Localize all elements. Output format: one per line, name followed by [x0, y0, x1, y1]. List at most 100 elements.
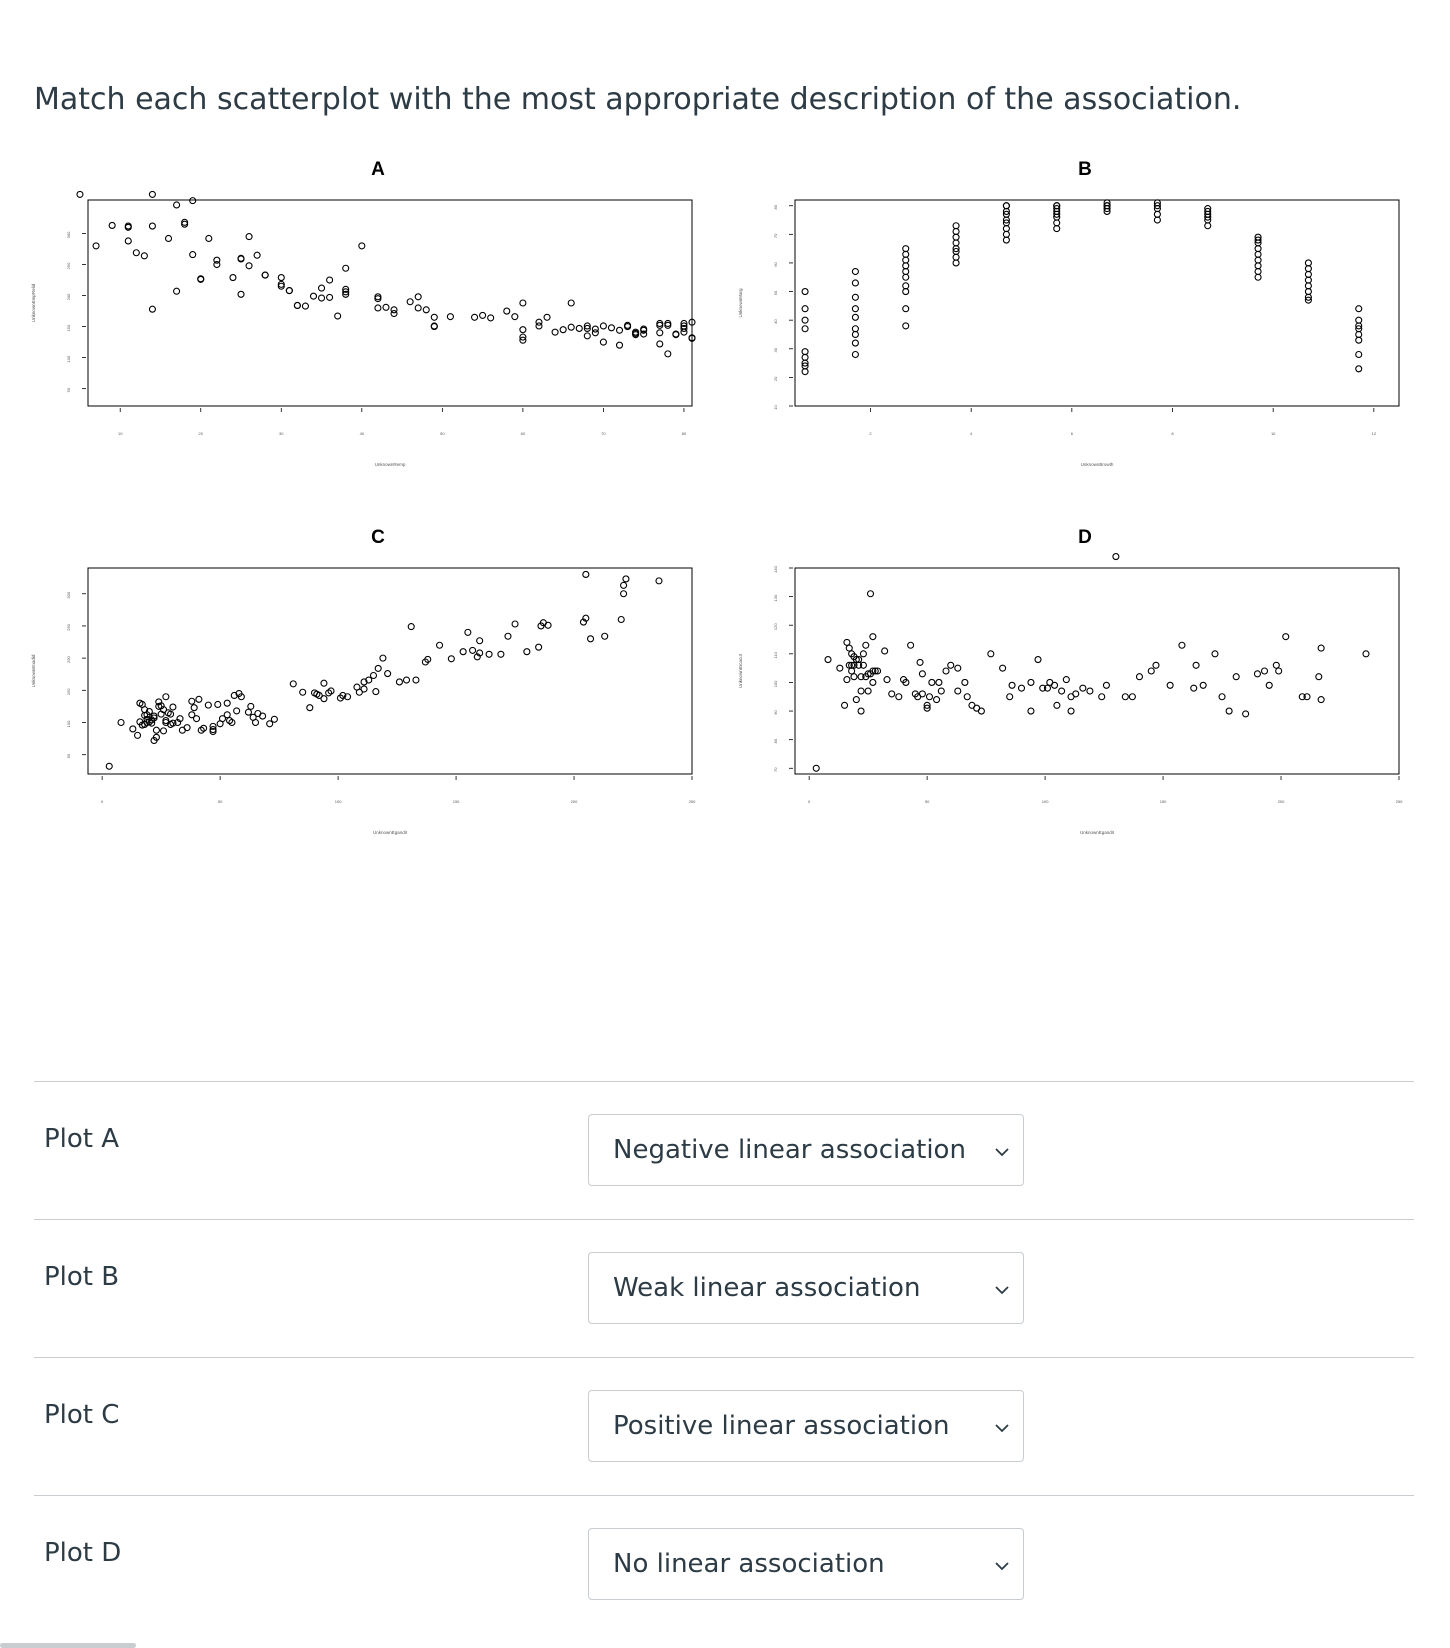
- data-point: [1211, 650, 1219, 658]
- data-point: [869, 678, 877, 686]
- data-point: [881, 647, 889, 655]
- data-point: [952, 253, 960, 261]
- data-point: [583, 324, 591, 332]
- x-tick-label: 20: [199, 431, 204, 436]
- data-point: [430, 313, 438, 321]
- y-tick-label: 20: [773, 376, 778, 381]
- data-point: [1039, 684, 1047, 692]
- association-select[interactable]: Positive linear association: [588, 1390, 1024, 1462]
- data-point: [902, 267, 910, 276]
- data-point: [1053, 202, 1061, 210]
- data-point: [655, 577, 663, 585]
- y-tick-label: 60: [773, 261, 778, 266]
- data-point: [197, 275, 205, 283]
- data-point: [1304, 259, 1312, 267]
- data-point: [1153, 199, 1161, 207]
- data-point: [888, 690, 896, 698]
- data-point: [1317, 644, 1325, 652]
- association-select[interactable]: Negative linear association: [588, 1114, 1024, 1186]
- x-tick-label: 0: [808, 799, 811, 804]
- data-point: [902, 288, 910, 296]
- data-point: [874, 667, 882, 675]
- data-point: [266, 720, 274, 728]
- data-point: [1304, 265, 1312, 273]
- data-point: [1067, 707, 1075, 715]
- data-point: [933, 696, 941, 704]
- data-point: [1265, 681, 1273, 689]
- data-point: [152, 726, 160, 734]
- data-point: [152, 733, 160, 741]
- data-point: [902, 282, 910, 290]
- data-point: [519, 299, 527, 307]
- data-point: [923, 704, 931, 712]
- data-point: [447, 655, 455, 663]
- data-point: [902, 245, 910, 253]
- data-point: [108, 221, 116, 229]
- x-tick-label: 200: [571, 799, 578, 804]
- data-point: [342, 285, 350, 293]
- match-row-plot-c: Plot C Positive linear association: [34, 1357, 1414, 1495]
- x-tick-label: 250: [1396, 799, 1403, 804]
- association-select[interactable]: No linear association: [588, 1528, 1024, 1600]
- data-point: [464, 628, 472, 636]
- data-point: [309, 292, 318, 300]
- data-point: [1304, 276, 1312, 284]
- data-point: [76, 190, 84, 198]
- data-point: [1043, 684, 1052, 692]
- y-tick-label: 40: [773, 319, 778, 324]
- data-point: [148, 190, 156, 198]
- row-label: Plot C: [44, 1400, 120, 1430]
- data-point: [1199, 681, 1207, 689]
- y-tick-label: 130: [773, 594, 778, 601]
- data-point: [1135, 673, 1144, 681]
- data-point: [848, 667, 856, 675]
- data-point: [124, 237, 132, 245]
- x-tick-label: 100: [1042, 799, 1049, 804]
- x-tick-label: 12: [1372, 431, 1377, 436]
- data-point: [213, 260, 221, 269]
- data-point: [1053, 701, 1061, 709]
- data-point: [871, 667, 879, 675]
- data-point: [407, 623, 415, 631]
- x-tick-label: 150: [453, 799, 460, 804]
- data-point: [1152, 661, 1160, 669]
- data-point: [1153, 202, 1161, 210]
- match-row-plot-d: Plot D No linear association: [34, 1495, 1414, 1633]
- horizontal-scrollbar[interactable]: [0, 1643, 136, 1648]
- data-point: [205, 234, 213, 243]
- data-point: [365, 676, 373, 684]
- data-point: [1272, 661, 1280, 669]
- data-point: [259, 712, 267, 720]
- data-point: [148, 222, 156, 230]
- data-point: [1362, 650, 1370, 658]
- plot-frame: [794, 567, 1400, 775]
- select-value: Negative linear association: [613, 1135, 966, 1165]
- data-point: [173, 287, 181, 295]
- data-point: [253, 251, 261, 259]
- data-point: [928, 678, 936, 686]
- association-select[interactable]: Weak linear association: [588, 1252, 1024, 1324]
- data-point: [1053, 219, 1061, 227]
- data-point: [1192, 661, 1200, 669]
- data-point: [188, 697, 196, 705]
- data-point: [213, 256, 221, 264]
- data-point: [1103, 199, 1111, 207]
- data-point: [857, 673, 865, 681]
- x-axis-label: UnknownEgandit: [373, 830, 408, 835]
- data-point: [1253, 670, 1261, 678]
- data-point: [582, 614, 590, 622]
- data-point: [680, 328, 688, 336]
- data-point: [446, 313, 454, 321]
- data-point: [374, 664, 382, 672]
- data-point: [575, 324, 583, 332]
- data-point: [1027, 678, 1035, 686]
- data-point: [801, 353, 809, 361]
- data-point: [150, 712, 158, 720]
- data-point: [469, 646, 477, 654]
- data-point: [414, 304, 422, 312]
- data-point: [360, 685, 368, 693]
- y-tick-label: 100: [773, 680, 778, 687]
- data-point: [195, 695, 203, 703]
- y-tick-label: 100: [66, 720, 71, 727]
- data-point: [836, 664, 844, 672]
